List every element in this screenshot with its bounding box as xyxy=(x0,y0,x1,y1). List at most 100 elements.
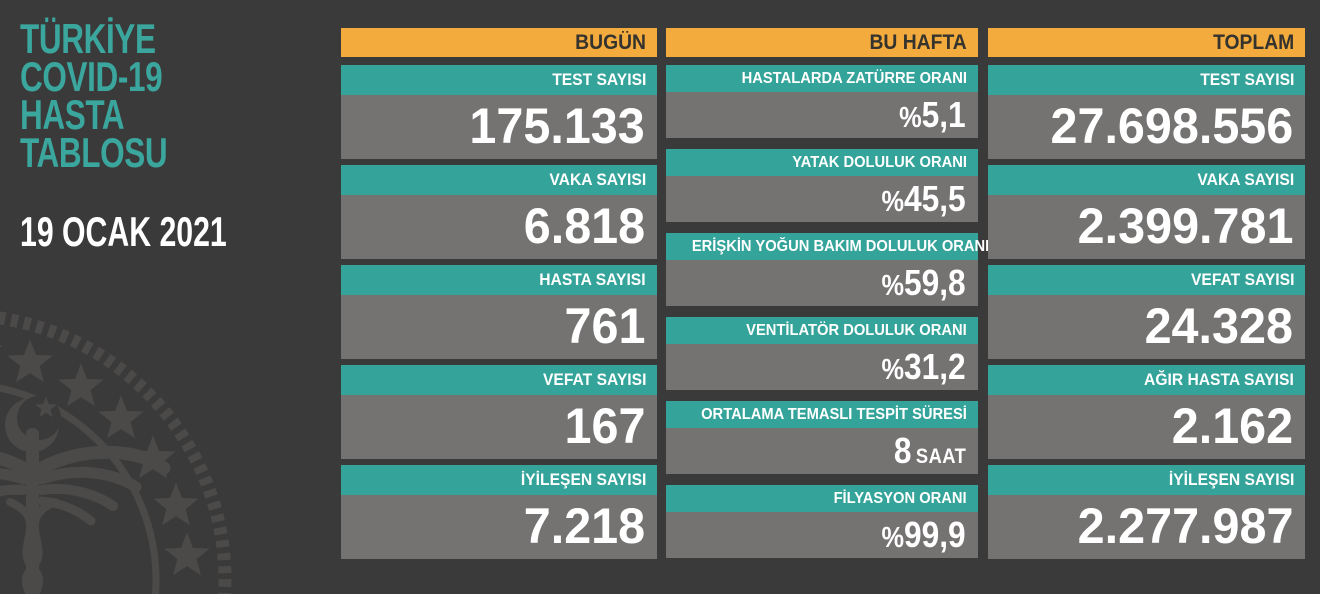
stat-value-bar: 7.218 xyxy=(341,495,657,559)
stat-value: 2.277.987 xyxy=(1077,495,1293,557)
stat-value-bar: 761 xyxy=(341,295,657,359)
stat-label: AĞIR HASTA SAYISI xyxy=(1144,370,1294,389)
stat-value-bar: 8 SAAT xyxy=(666,428,978,474)
stat-label-bar: HASTA SAYISI xyxy=(341,265,657,295)
stat-row: FİLYASYON ORANI %99,9 xyxy=(666,485,978,558)
stat-row: TEST SAYISI 27.698.556 xyxy=(988,65,1305,159)
stat-label: TEST SAYISI xyxy=(1199,70,1294,89)
stat-label: ERİŞKİN YOĞUN BAKIM DOLULUK ORANI xyxy=(691,238,990,255)
stat-label: İYİLEŞEN SAYISI xyxy=(1168,470,1294,489)
stat-label: VEFAT SAYISI xyxy=(1190,270,1294,289)
stat-row: ORTALAMA TEMASLI TESPİT SÜRESİ 8 SAAT xyxy=(666,401,978,474)
stat-value-bar: 24.328 xyxy=(988,295,1305,359)
column-bu-hafta-header: BU HAFTA xyxy=(666,28,978,57)
stat-label: İYİLEŞEN SAYISI xyxy=(520,470,646,489)
stat-value: 24.328 xyxy=(1145,295,1293,357)
percent-sign: % xyxy=(881,522,905,554)
stat-label: YATAK DOLULUK ORANI xyxy=(792,154,967,171)
column-bugun-header: BUGÜN xyxy=(341,28,657,57)
stat-value: 27.698.556 xyxy=(1050,95,1293,157)
column-toplam: TOPLAM TEST SAYISI 27.698.556 VAKA SAYIS… xyxy=(988,28,1305,565)
stat-label: VENTİLATÖR DOLULUK ORANI xyxy=(746,322,967,339)
stat-label-bar: VEFAT SAYISI xyxy=(988,265,1305,295)
stat-label-bar: ORTALAMA TEMASLI TESPİT SÜRESİ xyxy=(666,401,978,428)
stat-value-bar: 167 xyxy=(341,395,657,459)
stat-label-bar: İYİLEŞEN SAYISI xyxy=(341,465,657,495)
stat-value: %45,5 xyxy=(882,176,966,225)
stat-label-bar: AĞIR HASTA SAYISI xyxy=(988,365,1305,395)
value-unit: SAAT xyxy=(915,445,966,468)
stat-row: VEFAT SAYISI 24.328 xyxy=(988,265,1305,359)
stat-row: VENTİLATÖR DOLULUK ORANI %31,2 xyxy=(666,317,978,390)
value-number: 761 xyxy=(564,298,645,354)
stat-value: %31,2 xyxy=(882,344,966,393)
stat-label-bar: FİLYASYON ORANI xyxy=(666,485,978,512)
health-ministry-emblem-icon xyxy=(0,311,232,594)
stat-row: ERİŞKİN YOĞUN BAKIM DOLULUK ORANI %59,8 xyxy=(666,233,989,306)
stat-row: HASTALARDA ZATÜRRE ORANI %5,1 xyxy=(666,65,978,138)
value-number: 24.328 xyxy=(1144,298,1293,354)
stat-label: VAKA SAYISI xyxy=(549,170,646,189)
stat-value: %5,1 xyxy=(899,92,966,141)
stat-label-bar: VENTİLATÖR DOLULUK ORANI xyxy=(666,317,978,344)
value-number: 27.698.556 xyxy=(1050,98,1293,154)
percent-sign: % xyxy=(899,102,922,134)
stat-value-bar: %31,2 xyxy=(666,344,978,390)
stat-row: AĞIR HASTA SAYISI 2.162 xyxy=(988,365,1305,459)
percent-sign: % xyxy=(881,354,905,386)
percent-sign: % xyxy=(881,270,905,302)
stat-row: TEST SAYISI 175.133 xyxy=(341,65,657,159)
stat-value-bar: 2.162 xyxy=(988,395,1305,459)
value-number: 5,1 xyxy=(921,94,966,135)
value-number: 7.218 xyxy=(523,498,645,554)
stat-label-bar: YATAK DOLULUK ORANI xyxy=(666,149,978,176)
stat-row: VAKA SAYISI 2.399.781 xyxy=(988,165,1305,259)
column-header-label: BUGÜN xyxy=(575,31,646,54)
stat-value-bar: %99,9 xyxy=(666,512,978,558)
title-line-4: TABLOSU xyxy=(20,129,168,176)
stat-value: 761 xyxy=(564,295,645,357)
value-number: 31,2 xyxy=(904,346,966,387)
value-number: 167 xyxy=(564,398,645,454)
stat-value: 2.399.781 xyxy=(1077,195,1293,257)
stat-row: VEFAT SAYISI 167 xyxy=(341,365,657,459)
stat-label-bar: İYİLEŞEN SAYISI xyxy=(988,465,1305,495)
stat-label: VEFAT SAYISI xyxy=(542,370,646,389)
stat-row: İYİLEŞEN SAYISI 7.218 xyxy=(341,465,657,559)
stat-row: VAKA SAYISI 6.818 xyxy=(341,165,657,259)
value-number: 99,9 xyxy=(904,514,966,555)
stat-value-bar: 2.399.781 xyxy=(988,195,1305,259)
stat-value: 175.133 xyxy=(470,95,645,157)
report-date: 19 OCAK 2021 xyxy=(20,208,227,255)
value-number: 2.162 xyxy=(1171,398,1293,454)
stat-label-bar: TEST SAYISI xyxy=(988,65,1305,95)
column-bugun: BUGÜN TEST SAYISI 175.133 VAKA SAYISI 6.… xyxy=(341,28,657,565)
stat-row: İYİLEŞEN SAYISI 2.277.987 xyxy=(988,465,1305,559)
stat-value: %99,9 xyxy=(882,512,966,561)
column-header-label: BU HAFTA xyxy=(869,31,967,54)
stat-row: YATAK DOLULUK ORANI %45,5 xyxy=(666,149,978,222)
column-header-label: TOPLAM xyxy=(1212,31,1294,54)
column-bu-hafta: BU HAFTA HASTALARDA ZATÜRRE ORANI %5,1 Y… xyxy=(666,28,989,569)
stat-value: 6.818 xyxy=(524,195,645,257)
title-line-3: HASTA xyxy=(20,91,125,138)
value-number: 6.818 xyxy=(523,198,645,254)
stat-label-bar: HASTALARDA ZATÜRRE ORANI xyxy=(666,65,978,92)
stat-label-bar: VAKA SAYISI xyxy=(988,165,1305,195)
stat-value-bar: 175.133 xyxy=(341,95,657,159)
stat-label-bar: VEFAT SAYISI xyxy=(341,365,657,395)
title-line-1: TÜRKİYE xyxy=(20,15,156,62)
stat-value-bar: %5,1 xyxy=(666,92,978,138)
stat-value-bar: 6.818 xyxy=(341,195,657,259)
column-toplam-header: TOPLAM xyxy=(988,28,1305,57)
stat-label: ORTALAMA TEMASLI TESPİT SÜRESİ xyxy=(701,406,967,423)
stat-label-bar: ERİŞKİN YOĞUN BAKIM DOLULUK ORANI xyxy=(666,233,989,260)
percent-sign: % xyxy=(881,186,905,218)
stat-label: TEST SAYISI xyxy=(551,70,646,89)
stat-value-bar: 27.698.556 xyxy=(988,95,1305,159)
stat-value-bar: %45,5 xyxy=(666,176,978,222)
value-number: 45,5 xyxy=(904,178,966,219)
stat-label: HASTA SAYISI xyxy=(539,270,646,289)
stat-label: VAKA SAYISI xyxy=(1197,170,1294,189)
stat-label: HASTALARDA ZATÜRRE ORANI xyxy=(741,70,967,87)
